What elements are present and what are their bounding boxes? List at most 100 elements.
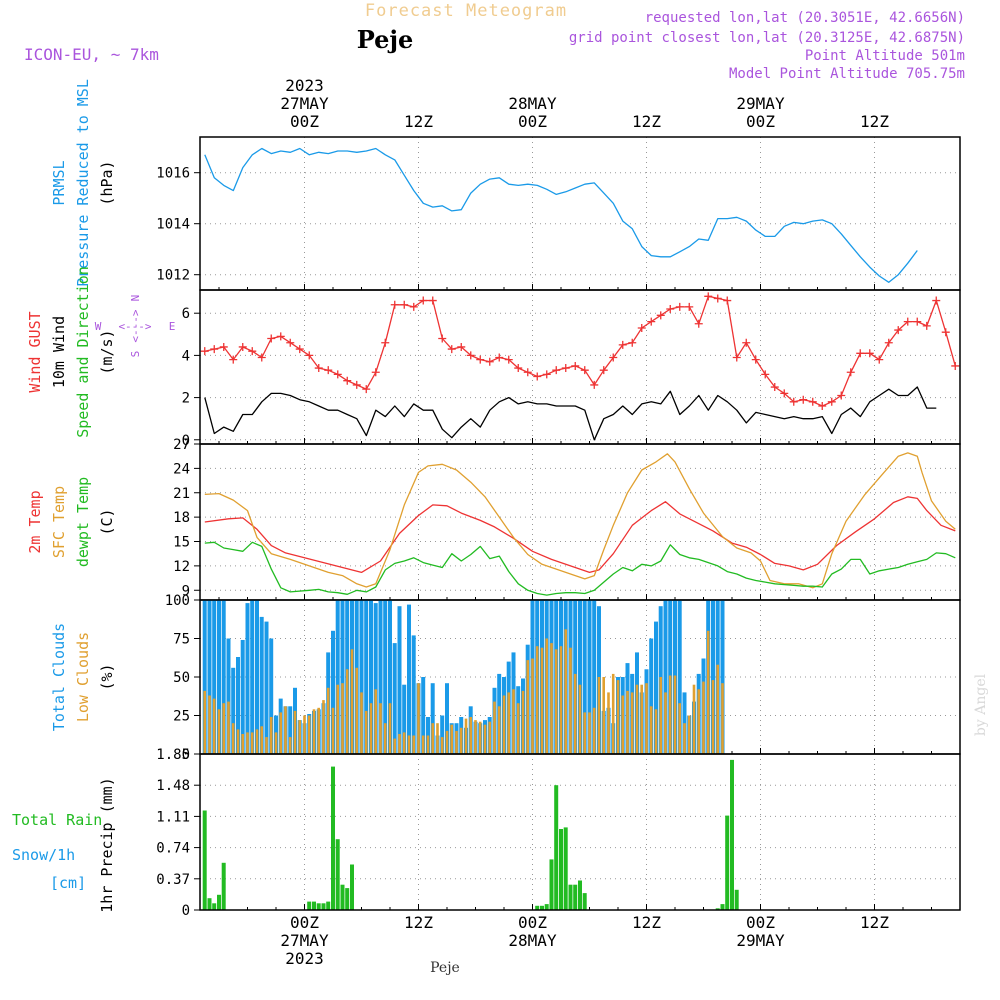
gust-marker [371,368,380,377]
bar [578,600,582,754]
gust-marker [438,334,447,343]
bar [412,735,415,754]
bar [507,692,510,754]
gust-marker [267,334,276,343]
bar [692,684,696,754]
y-tick-label: 6 [182,306,190,322]
bar [317,707,320,754]
bar [721,683,724,754]
bar [241,734,244,754]
bar [321,903,326,910]
bar [335,600,340,754]
bar [307,901,312,910]
bar [312,709,316,754]
bar [255,600,259,754]
gust-marker [495,353,504,362]
bar [602,677,605,754]
time-label: 2023 [285,76,324,95]
bar [331,766,335,910]
bar [706,630,710,754]
bar [535,646,539,754]
bar [563,827,568,910]
bar [582,600,587,754]
series-line [204,295,956,407]
panel-frame [199,136,961,291]
bar [630,692,634,754]
bar [502,695,506,754]
bar [240,640,245,754]
gust-marker [286,338,295,347]
panels: 1012 1014 1016 PRMSL Pressure Reduced to MSL… [12,79,961,919]
bar [654,621,658,754]
bar [478,721,482,754]
bar [279,712,282,754]
gust-marker [894,326,903,335]
bar [208,695,211,754]
bar [611,673,615,754]
precip-legend-item: Snow/1h [12,846,75,864]
bar [430,683,435,754]
y-axis-label: PRMSL [50,160,68,205]
bar [393,738,396,754]
gridpoint-coords: grid point closest lon,lat (20.3125E, 42… [569,30,965,46]
gust-marker [951,361,960,370]
gust-marker [808,397,817,406]
bar [711,600,715,754]
compass-east: E [169,320,176,333]
y-axis-label: Total Clouds [50,623,68,731]
series-line [204,496,956,574]
bar [331,630,335,754]
gust-marker [457,342,466,351]
bar [687,715,691,754]
bar [455,730,458,754]
bar [516,703,520,754]
bar [483,724,487,754]
gust-marker [362,385,371,394]
bar [303,715,306,754]
bar [269,638,274,754]
bar [217,600,221,754]
bar [227,701,230,754]
bar [573,884,578,910]
gust-marker [476,355,485,364]
location-title: Peje [357,25,414,54]
gust-marker [333,370,342,379]
series-line [204,147,918,283]
time-label: 12Z [860,112,889,131]
gust-marker [533,372,542,381]
bar [378,600,383,754]
compass-north: N [129,295,142,302]
bar [597,677,601,754]
bar [350,649,354,754]
bar [734,889,739,910]
bar [583,712,586,754]
gust-marker [789,397,798,406]
bar [521,690,525,754]
bar [677,600,682,754]
bar [231,667,236,754]
gust-marker [770,383,779,392]
bar [720,600,725,754]
y-tick-label: 1.11 [156,809,190,825]
bar [392,643,397,754]
gust-marker [932,296,941,305]
y-tick-label: 0.74 [156,841,190,857]
bar [445,683,449,754]
gust-marker [913,317,922,326]
y-tick-label: 1012 [156,268,190,284]
y-tick-label: 100 [165,593,190,609]
gust-marker [210,345,219,354]
gust-marker [248,347,257,356]
gust-marker [694,319,703,328]
y-axis-label: (m/s) [98,329,116,374]
bar [364,710,368,754]
gust-marker [704,292,713,301]
gust-marker [713,294,722,303]
bar [578,880,582,910]
time-label: 00Z [518,112,547,131]
gust-marker [609,353,618,362]
y-axis-label: 2m Temp [26,490,44,553]
y-axis-label: (hPa) [98,160,116,205]
y-tick-label: 0 [182,433,190,449]
y-tick-label: 1.48 [156,778,190,794]
